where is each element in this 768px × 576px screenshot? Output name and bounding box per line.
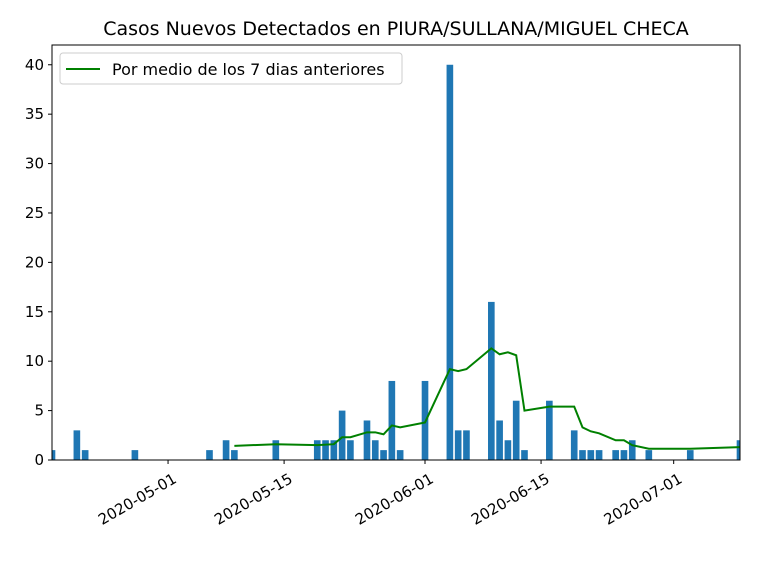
bar [546, 400, 553, 460]
bar [131, 450, 139, 460]
bar [454, 430, 462, 460]
legend-box [59, 52, 403, 85]
bar [488, 301, 495, 460]
bar [231, 450, 238, 460]
bar [612, 450, 619, 460]
bar [396, 450, 404, 460]
y-tick-label: 15 [25, 303, 44, 321]
y-tick-label: 40 [25, 56, 44, 74]
bar [347, 440, 354, 460]
bar [736, 440, 740, 460]
legend-label: Por medio de los 7 dias anteriores [112, 60, 385, 79]
bar [222, 440, 230, 460]
series-line [234, 347, 740, 450]
line-layer [234, 347, 740, 450]
y-tick-label: 30 [25, 155, 44, 173]
bar [587, 450, 595, 460]
bar [206, 450, 213, 460]
legend: Por medio de los 7 dias anteriores [59, 52, 403, 85]
bar [73, 430, 81, 460]
bar [620, 450, 628, 460]
bar [628, 440, 636, 460]
bar [388, 380, 396, 460]
bar [579, 450, 586, 460]
y-tick-label: 0 [34, 451, 44, 469]
bar [521, 450, 528, 460]
y-tick-label: 10 [25, 352, 44, 370]
bar [338, 410, 346, 460]
bar [686, 450, 694, 460]
bar [380, 450, 387, 460]
bar [371, 440, 379, 460]
y-tick-label: 5 [34, 402, 44, 420]
axes-frame [51, 44, 741, 461]
bar [512, 400, 520, 460]
bar [446, 64, 454, 460]
bar [595, 450, 603, 460]
bar [496, 420, 503, 460]
bar [330, 440, 338, 460]
bar [322, 440, 329, 460]
y-tick-label: 20 [25, 253, 44, 271]
bar [313, 440, 321, 460]
y-tick-label: 25 [25, 204, 44, 222]
bars-layer [52, 64, 740, 460]
bar [363, 420, 371, 460]
y-tick-label: 35 [25, 105, 44, 123]
bar [570, 430, 578, 460]
bar [52, 450, 56, 460]
bar [81, 450, 89, 460]
y-axis: 0 5 10 15 20 25 30 35 40 [25, 56, 52, 469]
chart-title: Casos Nuevos Detectados en PIURA/SULLANA… [103, 18, 689, 40]
bar [504, 440, 512, 460]
bar [463, 430, 470, 460]
bar [272, 440, 280, 460]
bar [645, 450, 653, 460]
